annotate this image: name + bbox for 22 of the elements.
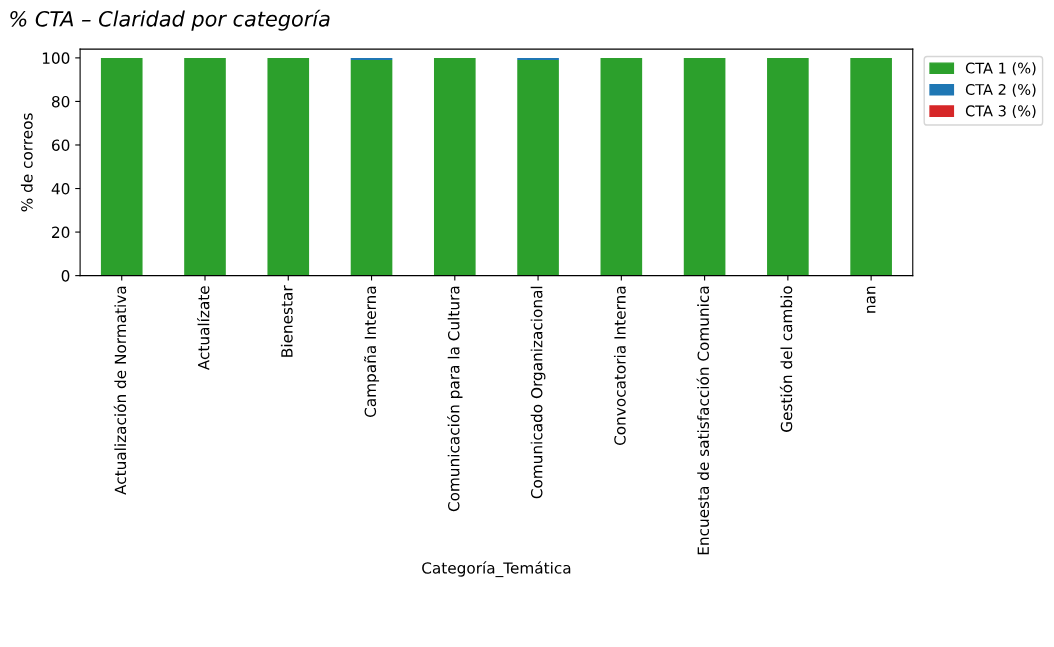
- y-tick-label: 100: [42, 52, 70, 64]
- x-tick-label: Gestión del cambio: [779, 286, 793, 432]
- x-tick-label: Comunicación para la Cultura: [447, 286, 463, 512]
- legend-label: CTA 2 (%): [965, 83, 1036, 97]
- x-tick-label: Campaña Interna: [364, 286, 380, 417]
- x-tick-label: Comunicado Organizacional: [530, 286, 546, 499]
- legend-label: CTA 1 (%): [965, 62, 1036, 76]
- x-tick-label: Encuesta de satisfacción Comunica: [696, 286, 710, 555]
- chart-title: % CTA – Claridad por categoría: [10, 9, 330, 31]
- x-tick-label: Actualízate: [197, 286, 210, 371]
- x-tick-label: nan: [866, 286, 876, 313]
- y-tick-label: 80: [51, 95, 70, 108]
- x-tick-label: Actualización de Normativa: [113, 286, 127, 495]
- x-tick-label: Convocatoria Interna: [613, 286, 626, 446]
- y-tick-label: 40: [51, 182, 70, 195]
- y-tick-label: 20: [52, 226, 70, 239]
- x-axis-title: Categoría_Temática: [422, 561, 571, 578]
- x-tick-label: Bienestar: [280, 285, 293, 357]
- legend-label: CTA 3 (%): [965, 105, 1036, 119]
- y-tick-label: 60: [52, 139, 70, 151]
- y-axis-title: % de correos: [20, 113, 33, 212]
- y-tick-label: 0: [61, 270, 70, 282]
